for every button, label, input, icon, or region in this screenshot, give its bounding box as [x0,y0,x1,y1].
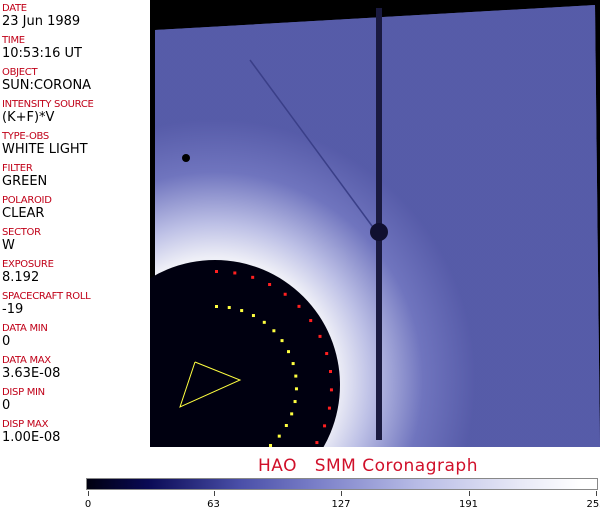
field-value: (K+F)*V [2,110,55,125]
grid-dot [240,309,244,313]
grid-dot [291,362,295,366]
grid-dot [284,423,288,427]
field-polaroid: POLAROID CLEAR [2,195,52,221]
field-value: 0 [2,334,11,349]
field-label: DATA MIN [2,323,48,334]
grid-dot [290,412,294,416]
grid-dot [294,374,298,378]
field-disp-max: DISP MAX 1.00E-08 [2,419,60,445]
grid-dot [293,400,297,404]
field-label: DATA MAX [2,355,51,366]
field-label: FILTER [2,163,33,174]
field-intensity-source: INTENSITY SOURCE (K+F)*V [2,99,94,125]
field-label: SPACECRAFT ROLL [2,291,91,302]
field-value: GREEN [2,174,48,189]
field-value: 3.63E-08 [2,366,61,381]
grid-dot [315,441,319,445]
field-value: WHITE LIGHT [2,142,88,157]
field-value: 1.00E-08 [2,430,61,445]
grid-dot [251,314,255,318]
field-object: OBJECT SUN:CORONA [2,67,91,93]
grid-dot [280,339,284,343]
field-value: CLEAR [2,206,45,221]
grid-dot [272,329,276,333]
field-value: 10:53:16 UT [2,46,82,61]
grid-dot [269,443,273,447]
field-label: DISP MIN [2,387,45,398]
grid-dot [251,275,255,279]
grid-dot [294,387,298,391]
metadata-panel: DATE 23 Jun 1989 TIME 10:53:16 UT OBJECT SUN:… [0,0,150,447]
field-value: 23 Jun 1989 [2,14,81,29]
field-date: DATE 23 Jun 1989 [2,3,80,29]
colorbar-tick-label: 191 [458,499,479,510]
field-value: 0 [2,398,11,413]
colorbar-tick-label: 255 [586,499,600,510]
field-label: SECTOR [2,227,41,238]
field-data-max: DATA MAX 3.63E-08 [2,355,60,381]
field-filter: FILTER GREEN [2,163,47,189]
grid-dot [325,352,329,356]
field-value: 8.192 [2,270,40,285]
colorbar [86,478,598,490]
colorbar-tick-label: 127 [331,499,351,510]
field-label: OBJECT [2,67,38,78]
occulter-disk [150,260,340,447]
grid-dot [297,304,301,308]
grid-dot [309,319,313,323]
field-disp-min: DISP MIN 0 [2,387,45,413]
grid-dot [323,424,327,428]
field-exposure: EXPOSURE 8.192 [2,259,54,285]
field-type-obs: TYPE-OBS WHITE LIGHT [2,131,88,157]
grid-dot [287,350,291,354]
grid-dot [262,320,266,324]
field-time: TIME 10:53:16 UT [2,35,82,61]
grid-dot [277,434,281,438]
field-sector: SECTOR W [2,227,41,253]
grid-dot [215,270,218,273]
colorbar-tick [213,491,215,496]
grid-dot [268,282,272,286]
grid-dot [233,271,237,275]
plot-title: HAO SMM Coronagraph [258,456,478,476]
field-value: SUN:CORONA [2,78,92,93]
grid-dot [329,370,333,374]
grid-dot [283,292,287,296]
field-value: W [2,238,15,253]
field-label: TYPE-OBS [2,131,49,142]
grid-dot [215,305,218,308]
field-label: DISP MAX [2,419,49,430]
grid-dot [329,388,333,392]
field-value: -19 [2,302,24,317]
field-label: POLAROID [2,195,52,206]
grid-dot [227,306,231,310]
grid-dot [327,406,331,410]
colorbar-tick-label: 63 [207,499,220,510]
field-data-min: DATA MIN 0 [2,323,48,349]
field-label: INTENSITY SOURCE [2,99,94,110]
colorbar-tick [341,491,342,496]
colorbar-tick-label: 0 [84,499,92,510]
colorbar-tick [468,491,470,496]
colorbar-tick [88,491,89,496]
coronagraph-image [150,0,600,447]
grid-dot [318,334,322,338]
field-label: TIME [2,35,25,46]
colorbar-tick [596,491,597,496]
field-spacecraft-roll: SPACECRAFT ROLL -19 [2,291,91,317]
field-label: EXPOSURE [2,259,54,270]
field-label: DATE [2,3,27,14]
